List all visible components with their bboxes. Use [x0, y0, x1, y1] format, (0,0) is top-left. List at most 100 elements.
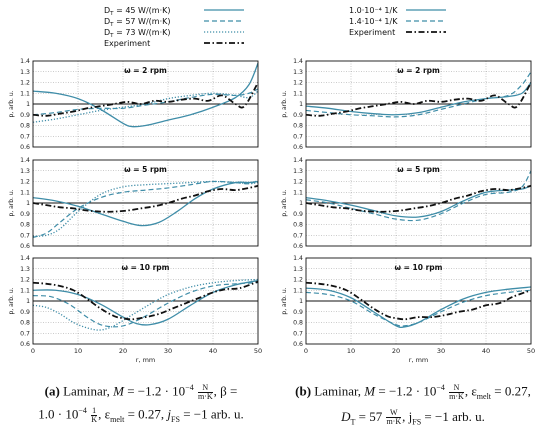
y-tick-label: 1: [26, 200, 30, 207]
caption-right-unit3-den: m·K: [386, 417, 402, 427]
series-line-1-0-10-1-k: [306, 82, 531, 116]
y-tick-label: 0.7: [20, 133, 30, 140]
caption-right-j-sub: FS: [412, 417, 422, 427]
legend-label-1-4-10-1-k: 1.4·10⁻⁴ 1/K: [349, 17, 398, 26]
chart-panel-right-bottom: 0.6 0.7 0.8 0.9 1 1.1 1.2 1.3 1.4 0 10 20 30 40 50 r, m…: [281, 255, 535, 364]
y-tick-label: 1.3: [20, 69, 30, 76]
legend-label-d-t-73-w-m-k: DT = 73 W/(m·K): [104, 28, 171, 39]
y-tick-label: 0.7: [20, 330, 30, 337]
x-tick-label: 50: [527, 347, 535, 355]
y-tick-label: 0.8: [293, 222, 303, 229]
plot-frame: [305, 60, 532, 148]
y-tick-label: 1.4: [20, 58, 30, 65]
y-tick-label: 1.2: [20, 80, 30, 87]
omega-annotation: ω = 5 rpm: [124, 165, 167, 174]
y-axis-label: p, arb. u.: [281, 90, 288, 117]
y-tick-label: 0.9: [20, 309, 30, 316]
y-axis-label: p, arb. u.: [8, 287, 15, 314]
y-tick-label: 1.3: [293, 266, 303, 273]
series-line-d-t-45-w-m-k: [33, 180, 258, 227]
series-line-1-4-10-1-k: [306, 71, 531, 118]
caption-left-text: Laminar,: [63, 383, 114, 399]
caption-left-j-sub: FS: [171, 415, 180, 425]
caption-right-eps-val: = 0.27,: [491, 383, 531, 399]
y-tick-label: 1.4: [20, 157, 30, 164]
caption-right-eps-sub: melt: [476, 391, 492, 401]
caption-left-unit2-num: 1: [91, 406, 98, 417]
legend-label-d-t-45-w-m-k: DT = 45 W/(m·K): [104, 6, 171, 17]
omega-annotation: ω = 5 rpm: [397, 165, 440, 174]
legend-label-experiment: Experiment: [349, 28, 395, 37]
caption-right-j: , j: [402, 408, 413, 424]
x-tick-label: 30: [437, 347, 445, 355]
caption-left-beta-value: 1.0 · 10: [38, 406, 79, 422]
caption-right-j-val: = −1 arb. u.: [421, 408, 485, 424]
series-line-experiment: [33, 280, 258, 321]
y-axis-label: p, arb. u.: [281, 287, 288, 314]
series-line-d-t-45-w-m-k: [33, 62, 258, 128]
caption-right-d: D: [341, 408, 351, 424]
y-tick-label: 0.6: [293, 243, 303, 250]
x-axis-label: r, mm: [136, 356, 155, 364]
y-tick-label: 0.7: [293, 232, 303, 239]
chart-panel-right-top: 0.6 0.7 0.8 0.9 1 1.1 1.2 1.3 1.4 p, arb. u. ω = 2…: [281, 6, 532, 151]
x-tick-label: 20: [119, 347, 127, 355]
legend-label-experiment: Experiment: [104, 39, 150, 48]
caption-right-m-value: = −1.2 · 10: [378, 383, 437, 399]
caption-left-eps: , ε: [98, 406, 111, 422]
legend-top-left: DT = 45 W/(m·K)DT = 57 W/(m·K)DT = 73 W/…: [104, 6, 244, 48]
caption-right-d-sub: T: [350, 417, 356, 427]
y-tick-label: 1: [299, 200, 303, 207]
series-line-experiment: [306, 281, 531, 321]
omega-annotation: ω = 2 rpm: [397, 66, 440, 75]
y-axis-label: p, arb. u.: [281, 189, 288, 216]
y-tick-label: 1.2: [20, 179, 30, 186]
plot-frame: [32, 257, 259, 345]
caption-right-m-exp: −4: [436, 383, 445, 392]
series-line-experiment: [306, 82, 531, 117]
omega-annotation: ω = 10 rpm: [122, 263, 170, 272]
x-tick-label: 0: [304, 347, 308, 355]
y-tick-label: 0.6: [20, 341, 30, 348]
series-line-d-t-57-w-m-k: [33, 282, 258, 328]
x-tick-label: 0: [31, 347, 35, 355]
legend-top-right: 1.0·10⁻⁴ 1/K 1.4·10⁻⁴ 1/K Experiment: [349, 6, 446, 37]
y-axis-label: p, arb. u.: [8, 90, 15, 117]
y-tick-label: 1: [26, 298, 30, 305]
x-axis-label: r, mm: [409, 356, 428, 364]
y-tick-label: 1.1: [293, 189, 303, 196]
y-tick-label: 0.7: [293, 133, 303, 140]
series-line-1-0-10-1-k: [306, 286, 531, 329]
caption-left-unit2-den: K: [91, 415, 98, 425]
caption-left-label: (a): [44, 383, 60, 399]
y-tick-label: 0.9: [20, 112, 30, 119]
x-tick-label: 40: [209, 347, 217, 355]
y-tick-label: 0.7: [20, 232, 30, 239]
y-tick-label: 1.3: [20, 266, 30, 273]
series-line-d-t-45-w-m-k: [33, 279, 258, 326]
caption-right-unit-num: N: [449, 383, 464, 393]
y-tick-label: 0.6: [20, 243, 30, 250]
y-tick-label: 0.9: [293, 211, 303, 218]
y-tick-label: 1.4: [293, 255, 303, 262]
series-line-1-0-10-1-k: [306, 185, 531, 218]
y-tick-label: 0.8: [293, 123, 303, 130]
y-tick-label: 0.9: [20, 211, 30, 218]
y-tick-label: 0.7: [293, 330, 303, 337]
caption-right-d-val: = 57: [355, 408, 386, 424]
legend-label-d-t-57-w-m-k: DT = 57 W/(m·K): [104, 17, 171, 28]
series-line-d-t-57-w-m-k: [33, 179, 258, 238]
y-tick-label: 0.8: [20, 222, 30, 229]
y-tick-label: 1.2: [293, 179, 303, 186]
series-line-d-t-57-w-m-k: [33, 88, 258, 116]
caption-right-text: Laminar,: [314, 383, 365, 399]
y-tick-label: 1: [299, 101, 303, 108]
y-tick-label: 0.6: [293, 144, 303, 151]
chart-panel-right-middle: 0.6 0.7 0.8 0.9 1 1.1 1.2 1.3 1.4 p, arb. u. ω = 5…: [281, 157, 532, 250]
x-tick-label: 10: [347, 347, 355, 355]
